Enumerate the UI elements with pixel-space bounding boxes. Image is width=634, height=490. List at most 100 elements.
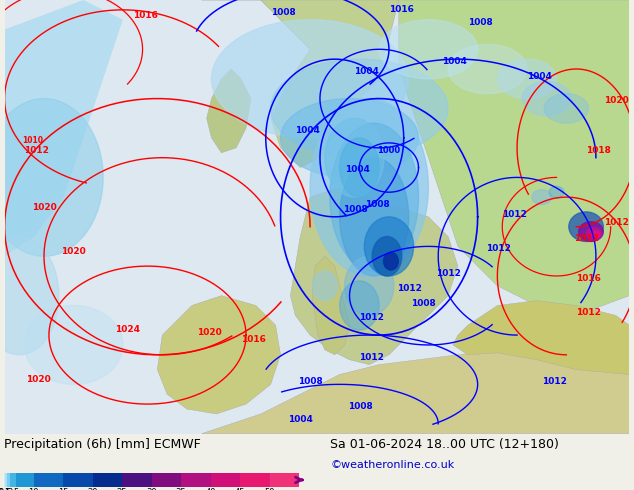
Ellipse shape (310, 98, 429, 276)
Ellipse shape (586, 228, 601, 240)
Polygon shape (207, 69, 251, 153)
Text: 1020: 1020 (61, 247, 86, 256)
Ellipse shape (0, 237, 59, 355)
Text: 1012: 1012 (436, 269, 461, 278)
Text: 1016: 1016 (576, 274, 601, 283)
Bar (10, 473, 16, 487)
Text: 1020: 1020 (26, 375, 51, 384)
Ellipse shape (271, 59, 448, 158)
Polygon shape (261, 0, 399, 168)
Ellipse shape (365, 217, 413, 276)
Bar (7, 473, 10, 487)
Text: 1012: 1012 (574, 234, 599, 244)
Polygon shape (312, 256, 349, 355)
Bar (93, 473, 122, 487)
Text: 50: 50 (264, 488, 275, 490)
Ellipse shape (325, 118, 384, 197)
Text: 1012: 1012 (359, 313, 384, 322)
Ellipse shape (592, 231, 600, 238)
Ellipse shape (372, 237, 402, 276)
Ellipse shape (448, 45, 527, 94)
Bar (34, 473, 63, 487)
Ellipse shape (280, 98, 418, 177)
Polygon shape (202, 0, 630, 79)
Ellipse shape (532, 190, 552, 204)
Polygon shape (202, 350, 630, 434)
Text: 1012: 1012 (359, 353, 384, 362)
Ellipse shape (497, 59, 557, 98)
Text: 1010: 1010 (22, 136, 43, 145)
Text: 1008: 1008 (365, 200, 390, 209)
Ellipse shape (313, 271, 337, 300)
Text: 15: 15 (58, 488, 68, 490)
Text: 1004: 1004 (354, 67, 379, 76)
Text: 1012: 1012 (576, 308, 601, 318)
Text: 1008: 1008 (468, 18, 493, 26)
Text: 1000: 1000 (377, 146, 400, 155)
Text: 45: 45 (235, 488, 245, 490)
Bar (240, 473, 269, 487)
Text: 1004: 1004 (288, 415, 313, 424)
Text: 20: 20 (87, 488, 98, 490)
Bar (210, 473, 240, 487)
Ellipse shape (340, 138, 379, 197)
Ellipse shape (549, 186, 564, 198)
Text: 1012: 1012 (397, 284, 422, 293)
Text: 1008: 1008 (298, 377, 323, 387)
Bar (152, 473, 181, 487)
Ellipse shape (522, 81, 571, 116)
Polygon shape (399, 0, 630, 316)
Text: 1020: 1020 (604, 97, 628, 105)
Text: 35: 35 (176, 488, 186, 490)
Bar (4, 473, 7, 487)
Text: Sa 01-06-2024 18..00 UTC (12+180): Sa 01-06-2024 18..00 UTC (12+180) (330, 438, 559, 451)
Bar (122, 473, 152, 487)
Text: 1016: 1016 (241, 335, 266, 344)
Polygon shape (453, 300, 630, 374)
Bar (16, 473, 34, 487)
Text: 1004: 1004 (527, 72, 552, 81)
Text: 1016: 1016 (389, 5, 414, 14)
Text: 2: 2 (7, 488, 13, 490)
Text: 40: 40 (205, 488, 216, 490)
Text: Precipitation (6h) [mm] ECMWF: Precipitation (6h) [mm] ECMWF (4, 438, 201, 451)
Polygon shape (290, 187, 458, 365)
Text: 5: 5 (13, 488, 18, 490)
Ellipse shape (212, 20, 409, 138)
Text: 1008: 1008 (271, 8, 295, 17)
Ellipse shape (0, 98, 103, 256)
Ellipse shape (340, 281, 379, 330)
Text: ©weatheronline.co.uk: ©weatheronline.co.uk (330, 460, 454, 470)
Text: 30: 30 (146, 488, 157, 490)
Polygon shape (157, 295, 280, 414)
Text: 1012: 1012 (486, 245, 510, 253)
Text: 1012: 1012 (24, 146, 49, 155)
Bar (181, 473, 210, 487)
Text: 1018: 1018 (586, 146, 611, 155)
Bar (269, 473, 299, 487)
Text: 1020: 1020 (32, 203, 57, 212)
Text: 1: 1 (4, 488, 10, 490)
Text: 1008: 1008 (347, 402, 372, 411)
Text: 1004: 1004 (295, 126, 320, 135)
Text: 1008: 1008 (342, 205, 367, 214)
Text: 1012: 1012 (604, 218, 629, 227)
Ellipse shape (544, 94, 588, 123)
Bar (63, 473, 93, 487)
Ellipse shape (330, 123, 418, 271)
Text: 1024: 1024 (115, 325, 140, 334)
Text: 1004: 1004 (442, 57, 467, 66)
Ellipse shape (340, 158, 409, 276)
Text: 1012: 1012 (502, 210, 527, 219)
Text: 1016: 1016 (133, 11, 158, 20)
Text: 0.1: 0.1 (0, 488, 11, 490)
Ellipse shape (24, 306, 123, 384)
Text: 0.5: 0.5 (0, 488, 11, 490)
Text: 1008: 1008 (411, 298, 436, 308)
Ellipse shape (579, 222, 604, 242)
Ellipse shape (379, 20, 477, 79)
Ellipse shape (384, 252, 398, 270)
Ellipse shape (345, 256, 394, 316)
Text: 10: 10 (29, 488, 39, 490)
Text: 1020: 1020 (197, 328, 221, 337)
